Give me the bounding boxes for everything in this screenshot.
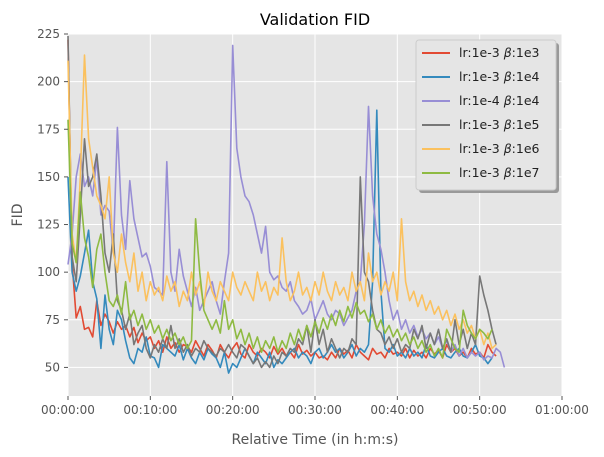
y-tick-label: 50 — [45, 360, 60, 374]
legend-label-beta-value: :1e7 — [512, 165, 540, 180]
y-tick-label: 175 — [37, 122, 60, 136]
chart-title: Validation FID — [260, 10, 370, 29]
legend-label-prefix: lr:1e-3 — [459, 165, 504, 180]
y-tick-label: 100 — [37, 265, 60, 279]
legend-label-beta-value: :1e4 — [512, 69, 540, 84]
legend-label-2: lr:1e-3 β:1e4 — [459, 69, 540, 84]
legend-label-prefix: lr:1e-3 — [459, 141, 504, 156]
legend-label-3: lr:1e-4 β:1e4 — [459, 93, 540, 108]
legend-label-prefix: lr:1e-3 — [459, 69, 504, 84]
legend-label-beta-value: :1e4 — [512, 93, 540, 108]
legend-label-beta-symbol: β — [503, 117, 512, 132]
legend-label-beta-value: :1e5 — [512, 117, 540, 132]
legend-label-1: lr:1e-3 β:1e3 — [459, 45, 539, 60]
legend-label-beta-value: :1e6 — [512, 141, 540, 156]
y-tick-label: 200 — [37, 75, 60, 89]
legend-label-beta-symbol: β — [503, 93, 512, 108]
y-axis-label: FID — [10, 204, 26, 227]
legend-label-beta-value: :1e3 — [512, 45, 540, 60]
series-line-4 — [67, 35, 497, 369]
legend-label-prefix: lr:1e-4 — [459, 93, 504, 108]
series-line-1 — [67, 39, 497, 361]
x-tick-label: 00:40:00 — [370, 403, 424, 417]
series-line-2 — [67, 109, 493, 374]
x-tick-label: 01:00:00 — [535, 403, 589, 417]
y-tick-label: 225 — [37, 27, 60, 41]
legend-box — [415, 39, 557, 191]
x-tick-label: 00:20:00 — [206, 403, 260, 417]
x-tick-label: 00:00:00 — [41, 403, 95, 417]
x-tick-label: 00:10:00 — [123, 403, 177, 417]
legend-label-beta-symbol: β — [503, 69, 512, 84]
legend-label-5: lr:1e-3 β:1e6 — [459, 141, 540, 156]
legend-label-6: lr:1e-3 β:1e7 — [459, 165, 539, 180]
series-lines — [67, 35, 506, 374]
y-tick-label: 125 — [37, 218, 60, 232]
x-tick-label: 00:50:00 — [453, 403, 507, 417]
legend-label-prefix: lr:1e-3 — [459, 117, 504, 132]
y-tick-label: 150 — [37, 170, 60, 184]
y-tick-label: 75 — [45, 313, 60, 327]
series-line-5 — [67, 54, 497, 350]
x-axis-label: Relative Time (in h:m:s) — [232, 432, 399, 448]
legend-label-beta-symbol: β — [503, 45, 512, 60]
legend-label-beta-symbol: β — [503, 165, 512, 180]
x-axis-ticks: 00:00:00 00:10:00 00:20:00 00:30:00 00:40:00… — [41, 396, 589, 417]
x-tick-label: 00:30:00 — [288, 403, 342, 417]
legend-label-prefix: lr:1e-3 — [459, 45, 504, 60]
legend-label-4: lr:1e-3 β:1e5 — [459, 117, 539, 132]
series-line-6 — [67, 119, 493, 359]
y-axis-ticks: 50 75 100 125 150 175 200 225 — [37, 27, 68, 374]
legend-label-beta-symbol: β — [503, 141, 512, 156]
